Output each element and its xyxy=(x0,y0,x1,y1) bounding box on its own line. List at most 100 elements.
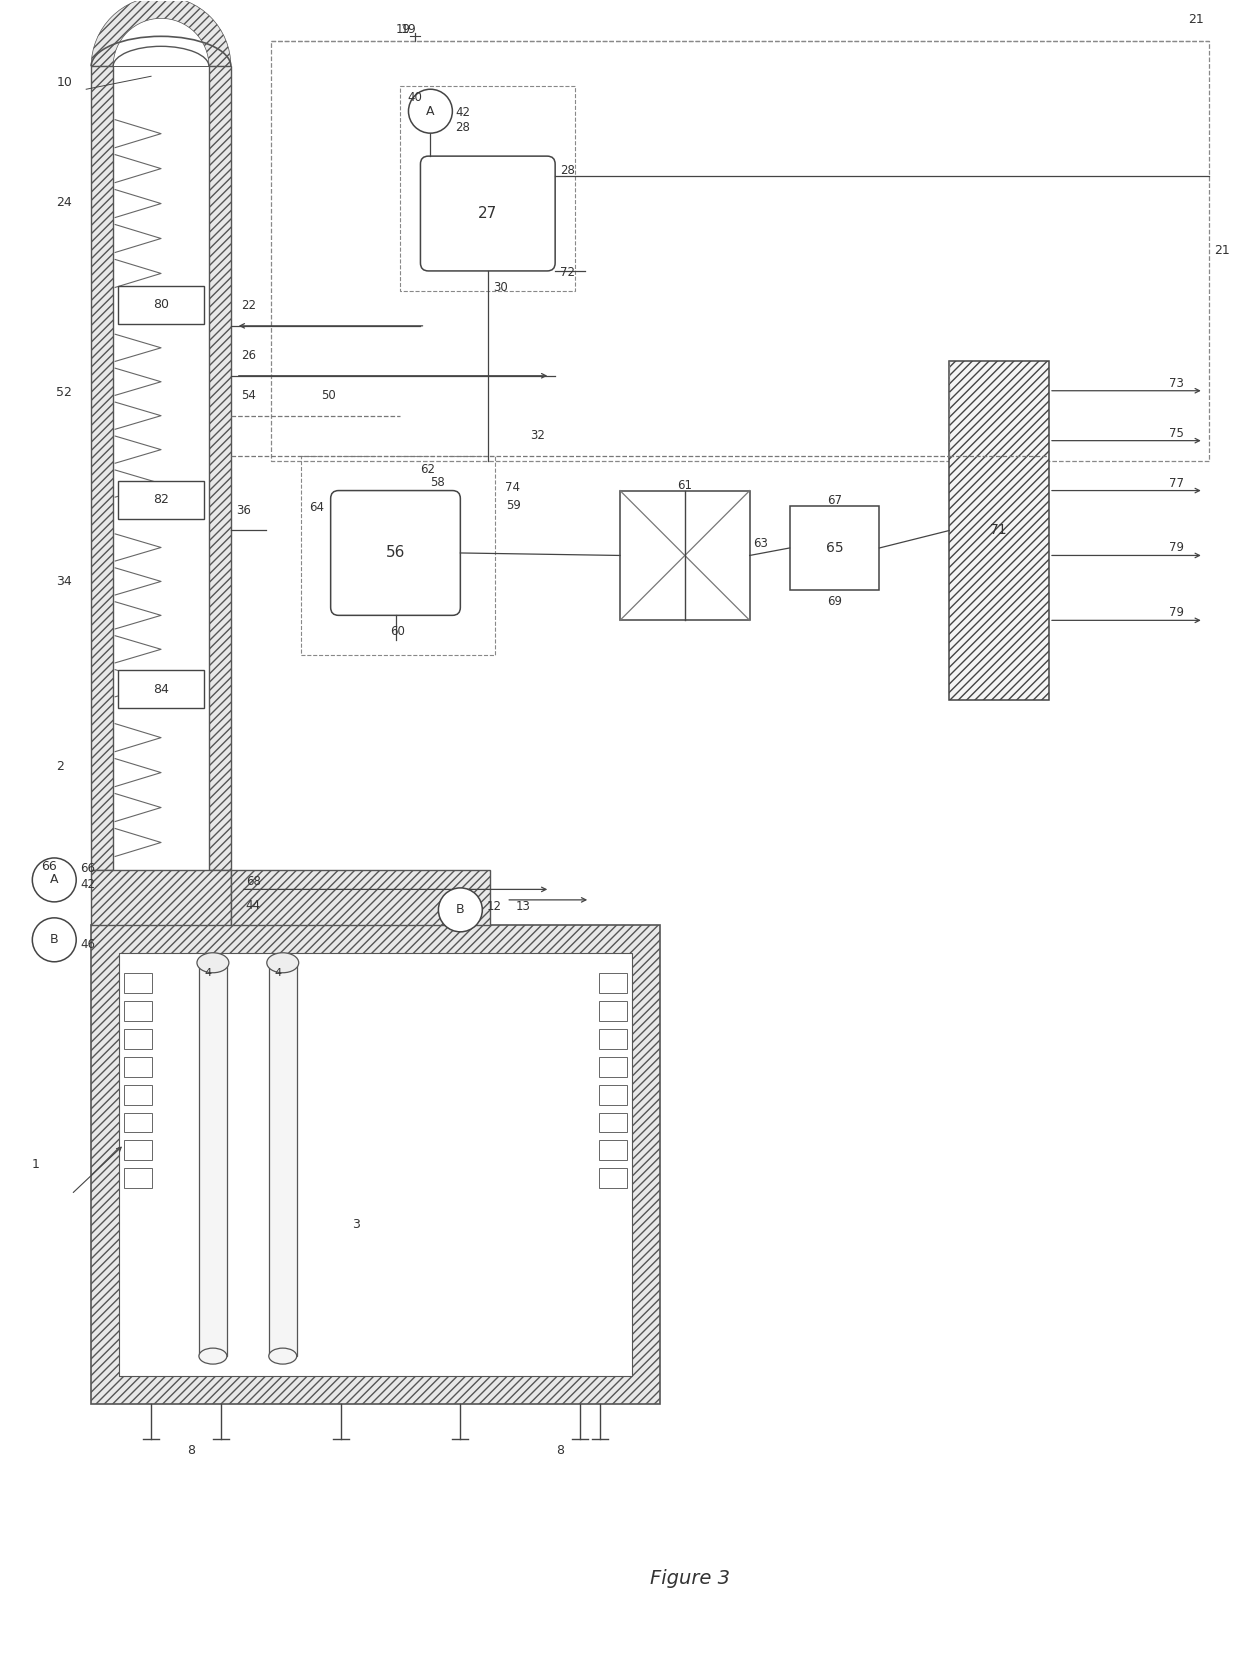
Text: 68: 68 xyxy=(246,875,260,888)
Text: 77: 77 xyxy=(1169,476,1184,490)
Text: 4: 4 xyxy=(205,968,212,978)
Bar xyxy=(599,1029,627,1049)
FancyBboxPatch shape xyxy=(420,155,556,271)
Bar xyxy=(208,66,231,870)
Bar xyxy=(599,1085,627,1105)
Bar xyxy=(118,481,203,518)
Text: 8: 8 xyxy=(556,1444,564,1457)
Text: 63: 63 xyxy=(753,538,768,551)
Bar xyxy=(231,892,490,903)
Text: 84: 84 xyxy=(153,683,169,696)
Bar xyxy=(301,455,495,655)
Text: 42: 42 xyxy=(455,106,470,119)
Bar xyxy=(124,1001,153,1021)
Bar xyxy=(124,1113,153,1133)
Bar xyxy=(599,1141,627,1161)
Text: 61: 61 xyxy=(677,478,692,491)
Text: 4: 4 xyxy=(274,968,281,978)
Bar xyxy=(599,1001,627,1021)
Text: 72: 72 xyxy=(560,266,575,280)
Bar xyxy=(92,66,113,870)
Text: 79: 79 xyxy=(1169,541,1184,554)
Bar xyxy=(119,953,632,1376)
Bar xyxy=(269,963,296,1356)
Text: 21: 21 xyxy=(1188,13,1204,26)
Text: 59: 59 xyxy=(506,498,521,511)
Text: 36: 36 xyxy=(236,503,250,516)
Bar xyxy=(118,286,203,324)
Text: 58: 58 xyxy=(430,476,445,488)
Text: 56: 56 xyxy=(386,546,405,561)
Text: 12: 12 xyxy=(486,900,501,913)
Ellipse shape xyxy=(267,953,299,973)
Bar xyxy=(124,1085,153,1105)
Text: 32: 32 xyxy=(531,428,546,442)
Text: 74: 74 xyxy=(505,481,521,493)
Text: 66: 66 xyxy=(41,860,57,873)
Text: 65: 65 xyxy=(826,541,843,556)
Bar xyxy=(401,86,575,291)
Bar xyxy=(198,963,227,1356)
Text: 8: 8 xyxy=(187,1444,195,1457)
Text: 34: 34 xyxy=(56,576,72,589)
Bar xyxy=(790,506,879,590)
Text: 10: 10 xyxy=(56,76,72,89)
Text: 28: 28 xyxy=(560,164,575,177)
Text: 66: 66 xyxy=(81,862,95,875)
Text: A: A xyxy=(427,104,435,117)
Bar xyxy=(231,870,490,925)
Text: 44: 44 xyxy=(246,900,260,913)
Text: 67: 67 xyxy=(827,493,842,506)
Text: Figure 3: Figure 3 xyxy=(650,1568,730,1588)
Text: 24: 24 xyxy=(56,197,72,208)
Text: 64: 64 xyxy=(309,501,324,513)
Text: B: B xyxy=(456,903,465,916)
Text: 3: 3 xyxy=(352,1217,360,1231)
Text: 54: 54 xyxy=(241,389,255,402)
Bar xyxy=(124,1168,153,1188)
Text: A: A xyxy=(50,873,58,887)
Bar xyxy=(92,870,231,925)
Circle shape xyxy=(439,888,482,931)
Text: 60: 60 xyxy=(391,625,405,638)
Text: 73: 73 xyxy=(1169,377,1184,390)
Bar xyxy=(113,66,208,870)
Ellipse shape xyxy=(198,1348,227,1365)
Circle shape xyxy=(408,89,453,134)
Text: 42: 42 xyxy=(81,878,95,892)
Bar xyxy=(599,973,627,992)
Bar xyxy=(124,973,153,992)
Bar xyxy=(92,925,660,1404)
Ellipse shape xyxy=(269,1348,296,1365)
Text: 52: 52 xyxy=(56,385,72,399)
Bar xyxy=(950,361,1049,700)
Text: 82: 82 xyxy=(153,493,169,506)
Text: 27: 27 xyxy=(479,207,497,222)
Bar xyxy=(118,670,203,708)
Text: 1: 1 xyxy=(31,1158,40,1171)
Bar xyxy=(599,1168,627,1188)
Text: 69: 69 xyxy=(827,595,842,609)
Text: 26: 26 xyxy=(241,349,255,362)
Text: 75: 75 xyxy=(1169,427,1184,440)
Bar xyxy=(124,1029,153,1049)
Text: B: B xyxy=(50,933,58,946)
Text: 22: 22 xyxy=(241,299,255,313)
FancyBboxPatch shape xyxy=(331,491,460,615)
Circle shape xyxy=(32,858,76,901)
Text: 40: 40 xyxy=(408,91,423,104)
Text: 19: 19 xyxy=(401,23,417,36)
Text: 50: 50 xyxy=(321,389,336,402)
Text: 13: 13 xyxy=(516,900,531,913)
Bar xyxy=(620,491,750,620)
Text: 30: 30 xyxy=(492,281,507,294)
Bar xyxy=(599,1057,627,1077)
Bar xyxy=(124,1141,153,1161)
Text: 80: 80 xyxy=(153,298,169,311)
Text: 21: 21 xyxy=(1214,245,1229,258)
Bar xyxy=(599,1113,627,1133)
Text: 28: 28 xyxy=(455,121,470,134)
Ellipse shape xyxy=(197,953,229,973)
Text: 2: 2 xyxy=(56,761,64,772)
Bar xyxy=(124,1057,153,1077)
